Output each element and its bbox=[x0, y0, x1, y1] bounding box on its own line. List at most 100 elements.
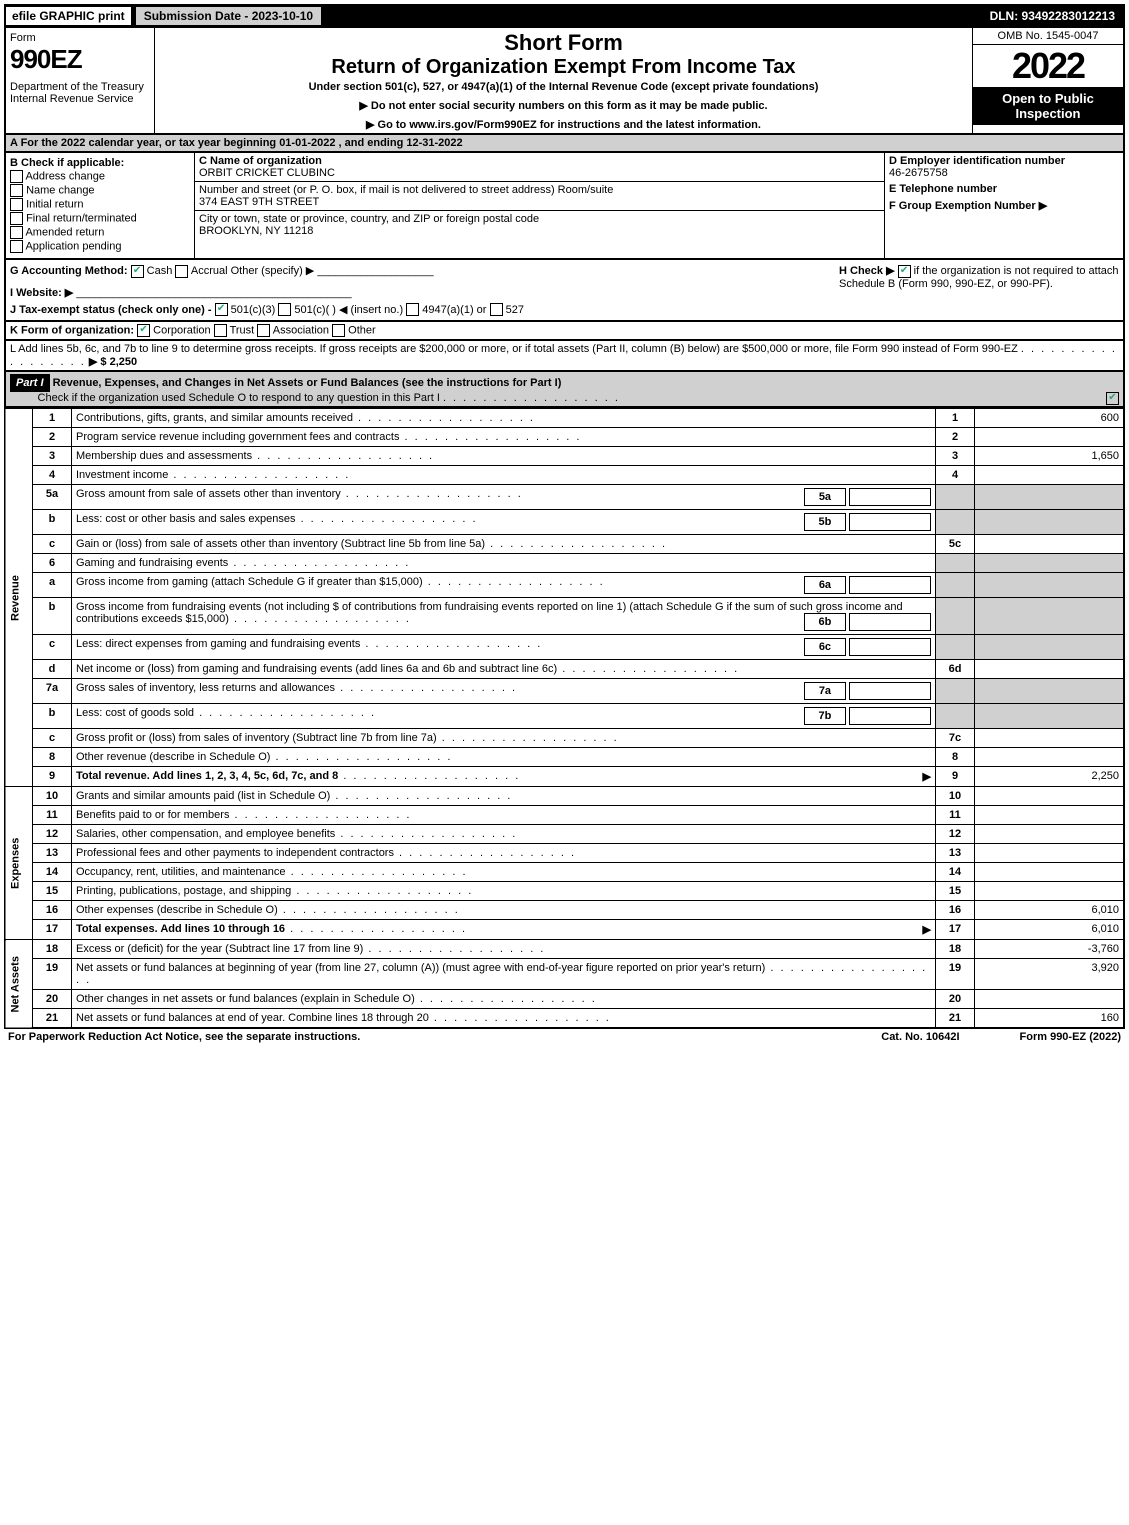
line-number: 1 bbox=[33, 409, 72, 428]
line-value: 6,010 bbox=[975, 920, 1125, 940]
line-number: a bbox=[33, 573, 72, 598]
chk-assoc[interactable] bbox=[257, 324, 270, 337]
line-desc: Other changes in net assets or fund bala… bbox=[72, 990, 936, 1009]
top-bar: efile GRAPHIC print Submission Date - 20… bbox=[4, 4, 1125, 28]
table-row: Expenses10Grants and similar amounts pai… bbox=[5, 787, 1124, 806]
part1-header: Part I Revenue, Expenses, and Changes in… bbox=[4, 372, 1125, 408]
line-number: b bbox=[33, 704, 72, 729]
line-value: 600 bbox=[975, 409, 1125, 428]
line-desc: Less: direct expenses from gaming and fu… bbox=[72, 635, 936, 660]
footer-form: Form 990-EZ (2022) bbox=[1020, 1031, 1121, 1043]
note-link[interactable]: ▶ Go to www.irs.gov/Form990EZ for instru… bbox=[161, 118, 966, 131]
group-label: F Group Exemption Number ▶ bbox=[889, 200, 1047, 212]
table-row: 9Total revenue. Add lines 1, 2, 3, 4, 5c… bbox=[5, 767, 1124, 787]
footer-left: For Paperwork Reduction Act Notice, see … bbox=[8, 1031, 360, 1043]
line-box: 3 bbox=[936, 447, 975, 466]
line-number: 6 bbox=[33, 554, 72, 573]
table-row: 7aGross sales of inventory, less returns… bbox=[5, 679, 1124, 704]
line-box: 17 bbox=[936, 920, 975, 940]
line-number: 11 bbox=[33, 806, 72, 825]
line-number: 10 bbox=[33, 787, 72, 806]
table-row: 2Program service revenue including gover… bbox=[5, 428, 1124, 447]
line-desc: Net income or (loss) from gaming and fun… bbox=[72, 660, 936, 679]
chk-pending[interactable]: Application pending bbox=[10, 240, 190, 253]
line-desc: Gross sales of inventory, less returns a… bbox=[72, 679, 936, 704]
row-a-calendar: A For the 2022 calendar year, or tax yea… bbox=[4, 135, 1125, 153]
line-value bbox=[975, 554, 1125, 573]
line-desc: Membership dues and assessments bbox=[72, 447, 936, 466]
table-row: bGross income from fundraising events (n… bbox=[5, 598, 1124, 635]
chk-527[interactable] bbox=[490, 303, 503, 316]
line-desc: Less: cost or other basis and sales expe… bbox=[72, 510, 936, 535]
line-number: 13 bbox=[33, 844, 72, 863]
c-street-label: Number and street (or P. O. box, if mail… bbox=[199, 184, 613, 196]
chk-501c[interactable] bbox=[278, 303, 291, 316]
submission-date: Submission Date - 2023-10-10 bbox=[135, 6, 322, 26]
chk-501c3[interactable] bbox=[215, 303, 228, 316]
line-desc: Net assets or fund balances at end of ye… bbox=[72, 1009, 936, 1029]
form-code: 990EZ bbox=[10, 44, 150, 75]
chk-4947[interactable] bbox=[406, 303, 419, 316]
chk-address[interactable]: Address change bbox=[10, 170, 190, 183]
chk-accrual[interactable] bbox=[175, 265, 188, 278]
table-row: Net Assets18Excess or (deficit) for the … bbox=[5, 940, 1124, 959]
line-box: 1 bbox=[936, 409, 975, 428]
table-row: aGross income from gaming (attach Schedu… bbox=[5, 573, 1124, 598]
line-desc: Contributions, gifts, grants, and simila… bbox=[72, 409, 936, 428]
table-row: 17Total expenses. Add lines 10 through 1… bbox=[5, 920, 1124, 940]
chk-corp[interactable] bbox=[137, 324, 150, 337]
table-row: 16Other expenses (describe in Schedule O… bbox=[5, 901, 1124, 920]
header-mid: Short Form Return of Organization Exempt… bbox=[155, 28, 972, 133]
line-box bbox=[936, 485, 975, 510]
line-desc: Program service revenue including govern… bbox=[72, 428, 936, 447]
table-row: 8Other revenue (describe in Schedule O)8 bbox=[5, 748, 1124, 767]
chk-final[interactable]: Final return/terminated bbox=[10, 212, 190, 225]
line-box: 7c bbox=[936, 729, 975, 748]
dept-label: Department of the Treasury Internal Reve… bbox=[10, 81, 150, 105]
line-desc: Other expenses (describe in Schedule O) bbox=[72, 901, 936, 920]
line-value bbox=[975, 598, 1125, 635]
header-left: Form 990EZ Department of the Treasury In… bbox=[6, 28, 155, 133]
tax-year: 2022 bbox=[973, 45, 1123, 87]
line-box bbox=[936, 598, 975, 635]
table-row: 12Salaries, other compensation, and empl… bbox=[5, 825, 1124, 844]
line-value bbox=[975, 748, 1125, 767]
chk-cash[interactable] bbox=[131, 265, 144, 278]
line-box bbox=[936, 704, 975, 729]
table-row: 19Net assets or fund balances at beginni… bbox=[5, 959, 1124, 990]
table-row: 4Investment income4 bbox=[5, 466, 1124, 485]
table-row: dNet income or (loss) from gaming and fu… bbox=[5, 660, 1124, 679]
line-box: 19 bbox=[936, 959, 975, 990]
line-value: 3,920 bbox=[975, 959, 1125, 990]
chk-trust[interactable] bbox=[214, 324, 227, 337]
chk-name[interactable]: Name change bbox=[10, 184, 190, 197]
table-row: cGross profit or (loss) from sales of in… bbox=[5, 729, 1124, 748]
side-label: Net Assets bbox=[5, 940, 33, 1029]
line-number: d bbox=[33, 660, 72, 679]
line-number: 7a bbox=[33, 679, 72, 704]
line-box: 13 bbox=[936, 844, 975, 863]
open-inspection: Open to Public Inspection bbox=[973, 87, 1123, 125]
line-box: 18 bbox=[936, 940, 975, 959]
line-value bbox=[975, 428, 1125, 447]
line-box: 9 bbox=[936, 767, 975, 787]
line-value bbox=[975, 679, 1125, 704]
table-row: Revenue1Contributions, gifts, grants, an… bbox=[5, 409, 1124, 428]
line-box: 21 bbox=[936, 1009, 975, 1029]
line-number: c bbox=[33, 729, 72, 748]
line-desc: Gross income from gaming (attach Schedul… bbox=[72, 573, 936, 598]
line-desc: Printing, publications, postage, and shi… bbox=[72, 882, 936, 901]
side-label: Expenses bbox=[5, 787, 33, 940]
chk-other[interactable] bbox=[332, 324, 345, 337]
line-desc: Net assets or fund balances at beginning… bbox=[72, 959, 936, 990]
chk-schedule-b[interactable] bbox=[898, 265, 911, 278]
section-d: D Employer identification number 46-2675… bbox=[885, 153, 1123, 258]
chk-schedule-o[interactable] bbox=[1106, 392, 1119, 405]
efile-label[interactable]: efile GRAPHIC print bbox=[6, 7, 131, 25]
section-b: B Check if applicable: Address change Na… bbox=[6, 153, 195, 258]
chk-initial[interactable]: Initial return bbox=[10, 198, 190, 211]
line-box: 8 bbox=[936, 748, 975, 767]
chk-amended[interactable]: Amended return bbox=[10, 226, 190, 239]
line-box: 2 bbox=[936, 428, 975, 447]
line-value bbox=[975, 510, 1125, 535]
